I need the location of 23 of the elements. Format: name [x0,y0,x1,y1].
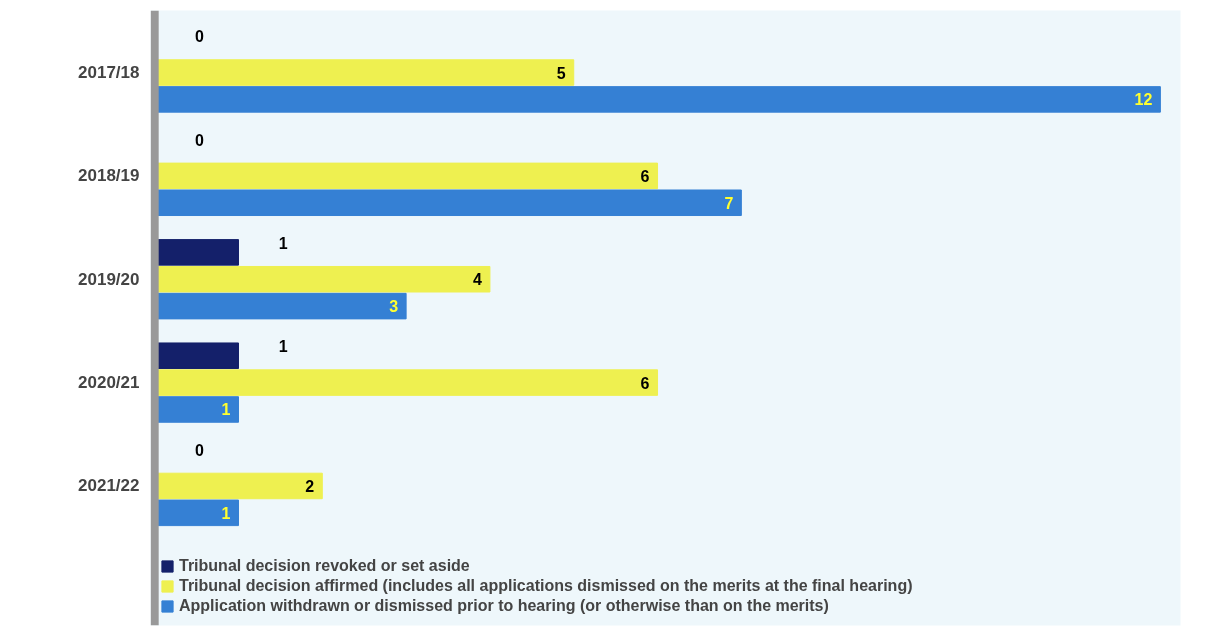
data-label: 1 [278,338,288,356]
data-label: 2 [305,477,315,495]
y-tick-label: 2020/21 [78,373,140,393]
y-tick-label: 2017/18 [78,63,140,83]
data-label: 3 [389,298,399,316]
data-label: 4 [472,271,482,289]
legend-label: Application withdrawn or dismissed prior to hearing (or otherwise than on the merits) [179,597,829,615]
legend-label: Tribunal decision revoked or set aside [179,557,470,575]
data-label: 0 [194,131,204,149]
data-label: 1 [221,401,231,419]
data-label: 6 [640,374,650,392]
data-label: 7 [724,194,734,212]
y-tick-label: 2019/20 [78,269,140,289]
y-tick-label: 2021/22 [78,476,140,496]
data-label: 12 [1134,91,1153,109]
data-label: 1 [278,234,288,252]
data-label: 1 [221,504,231,522]
y-tick-label: 2018/19 [78,166,140,186]
data-label: 0 [194,441,204,459]
data-label: 6 [640,167,650,185]
legend-label: Tribunal decision affirmed (includes all applications dismissed on the merits at the final hearing) [179,577,913,595]
data-label: 5 [556,64,566,82]
data-label: 0 [194,28,204,46]
